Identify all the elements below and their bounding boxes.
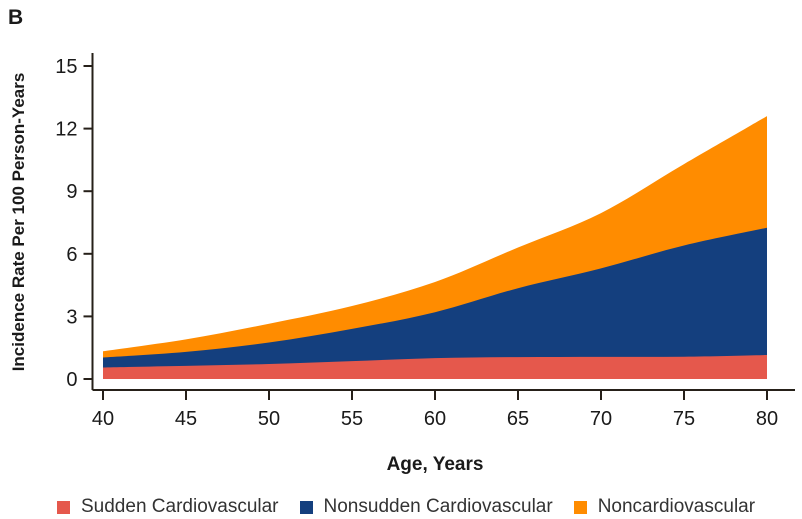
y-tick-label: 15 <box>55 56 77 78</box>
x-tick-label: 80 <box>756 408 778 430</box>
x-tick-label: 65 <box>507 408 529 430</box>
x-tick-label: 40 <box>92 408 114 430</box>
x-tick-label: 55 <box>341 408 363 430</box>
x-tick-label: 75 <box>673 408 695 430</box>
x-axis-title: Age, Years <box>386 454 484 475</box>
y-tick-label: 0 <box>66 369 77 391</box>
legend-item-noncardiovascular: Noncardiovascular <box>573 496 756 518</box>
axis-lines <box>91 53 795 391</box>
legend-item-sudden-cardiovascular: Sudden Cardiovascular <box>57 496 279 518</box>
area-sudden-cardiovascular <box>103 355 767 379</box>
legend-swatch-sudden-icon <box>57 500 70 514</box>
y-tick-label: 6 <box>66 244 77 266</box>
panel-label: B <box>8 6 24 29</box>
x-tick-label: 60 <box>424 408 446 430</box>
x-tick-label: 70 <box>590 408 612 430</box>
y-tick-label: 12 <box>55 119 77 141</box>
legend-label-nonsudden: Nonsudden Cardiovascular <box>323 496 553 517</box>
legend-label-noncardio: Noncardiovascular <box>597 496 756 517</box>
x-tick-label: 50 <box>258 408 280 430</box>
y-tick-label: 9 <box>66 181 77 203</box>
legend-swatch-nonsudden-icon <box>299 500 313 514</box>
y-tick-label: 3 <box>66 306 77 328</box>
legend: Sudden Cardiovascular Nonsudden Cardiova… <box>57 496 755 518</box>
legend-item-nonsudden-cardiovascular: Nonsudden Cardiovascular <box>299 496 553 518</box>
area-nonsudden-cardiovascular <box>103 227 767 379</box>
x-tick-label: 45 <box>175 408 197 430</box>
legend-label-sudden: Sudden Cardiovascular <box>81 496 279 517</box>
legend-swatch-noncardio-icon <box>573 500 587 514</box>
